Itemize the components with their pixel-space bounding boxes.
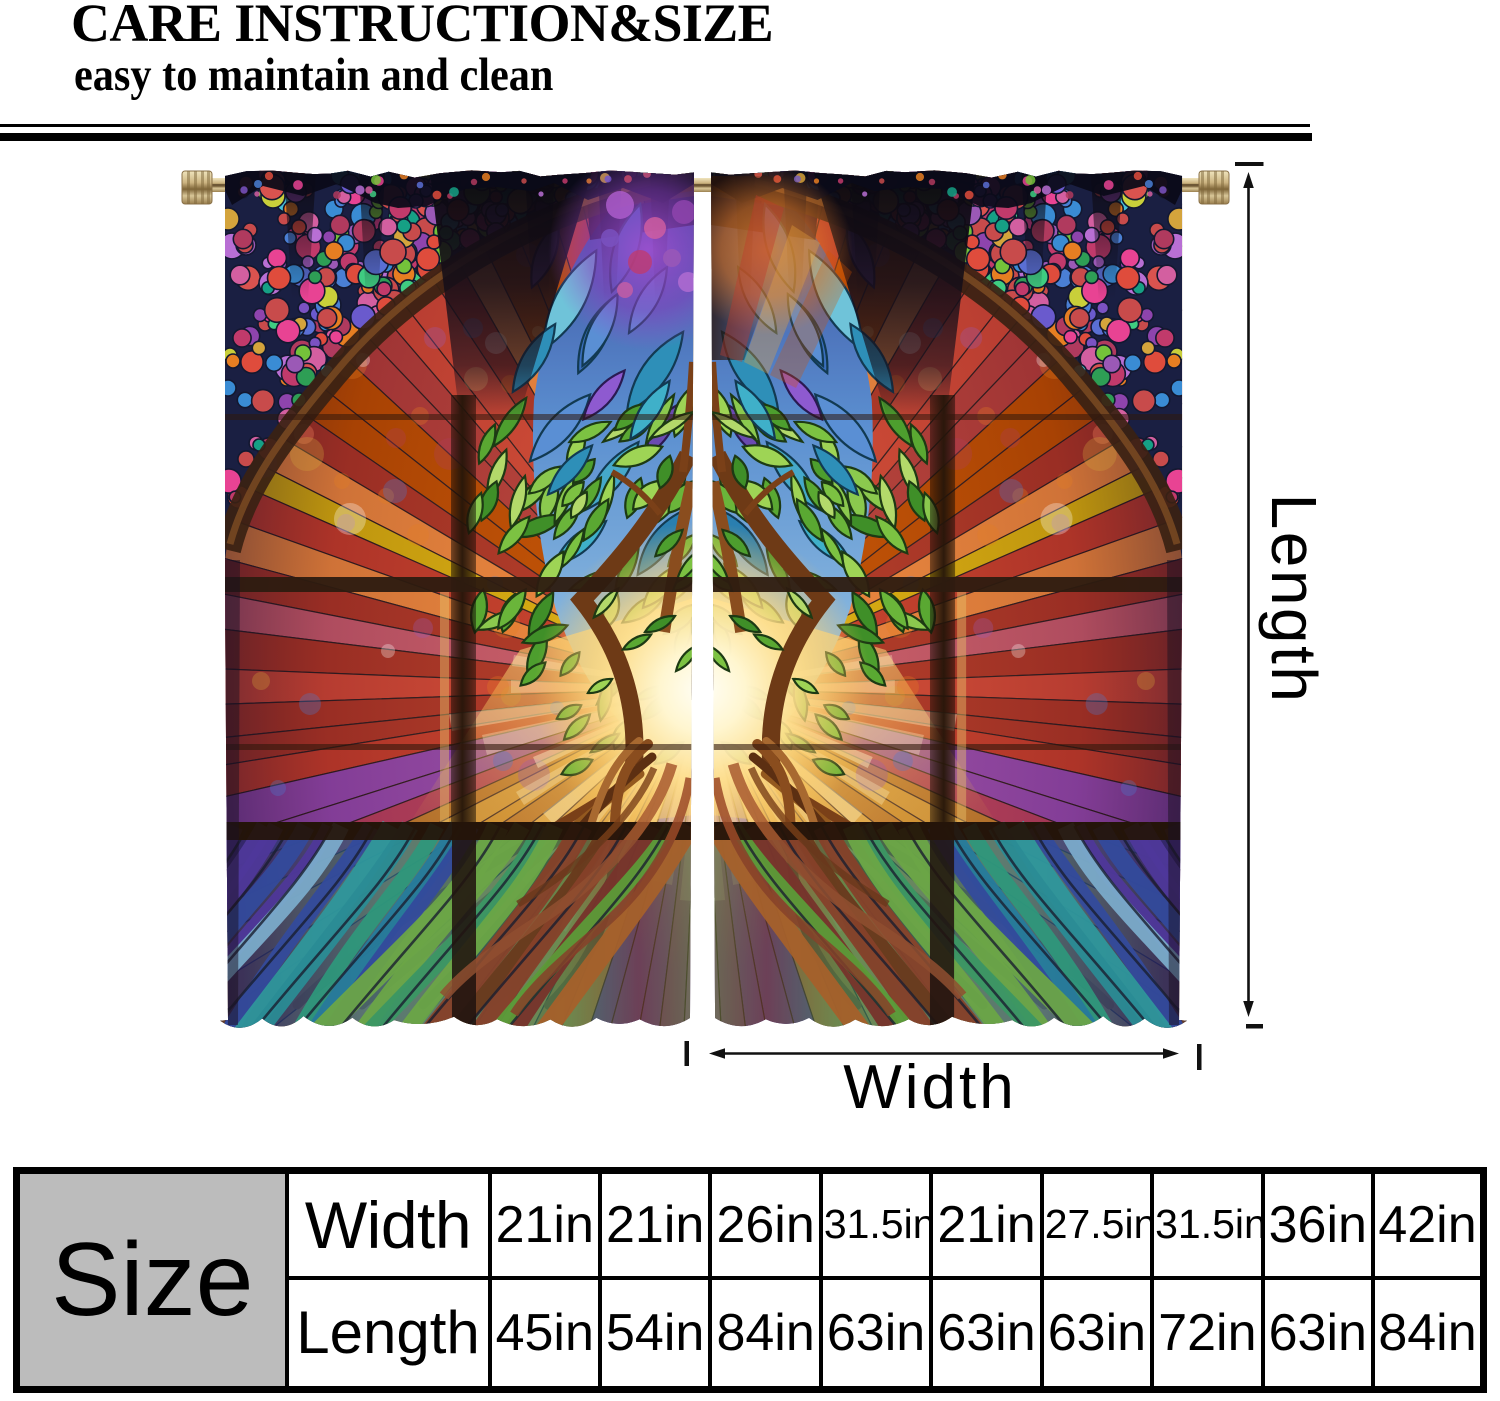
svg-text:Length: Length xyxy=(1258,494,1330,705)
svg-text:Width: Width xyxy=(843,1053,1016,1122)
